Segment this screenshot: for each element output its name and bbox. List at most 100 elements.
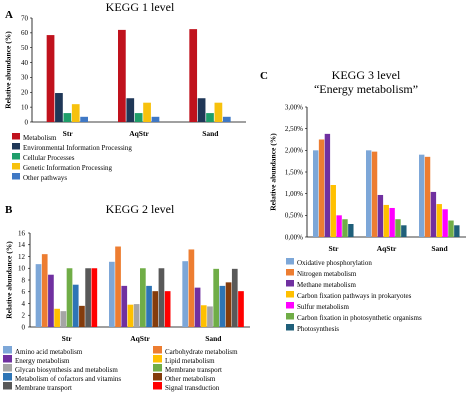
bar [54, 308, 60, 327]
y-tick-label: 0 [25, 118, 29, 126]
bar [336, 215, 342, 237]
bar [188, 249, 195, 327]
bar [366, 150, 372, 237]
y-tick-label: 6 [22, 288, 26, 296]
x-category-label: Str [329, 244, 340, 253]
bar [200, 305, 207, 327]
x-category-label: AqStr [129, 129, 149, 138]
y-tick-label: 10 [18, 265, 26, 273]
legend-swatch [286, 302, 294, 309]
bar [71, 104, 80, 122]
y-tick-label: 1,00% [285, 190, 303, 198]
y-tick-label: 12 [18, 253, 26, 261]
legend-label: Methane metabolism [297, 281, 356, 289]
bar [213, 268, 220, 327]
legend-swatch [153, 382, 162, 390]
bar [85, 268, 91, 327]
bar [207, 306, 213, 327]
bar [348, 224, 354, 237]
bar [60, 311, 67, 327]
bar [430, 191, 437, 237]
y-tick-label: 60 [21, 29, 29, 37]
legend-swatch [153, 373, 162, 381]
legend-label: Sulfur metabolism [297, 303, 349, 311]
legend-swatch [12, 153, 20, 160]
legend-label: Carbohydrate metabolism [165, 348, 238, 356]
bar [419, 154, 425, 237]
y-tick-label: 1,50% [285, 168, 303, 176]
bar [66, 268, 73, 327]
bar [330, 185, 336, 237]
legend-label: Signal transduction [165, 384, 220, 392]
x-category-label: AqStr [377, 244, 397, 253]
kegg-3-chart: KEGG 3 level“Energy metabolism” 0,00% 0,50… [269, 68, 466, 333]
x-category-label: Sand [205, 334, 222, 343]
bar [158, 268, 165, 327]
y-tick-label: 2,50% [285, 125, 303, 133]
legend-swatch [3, 346, 12, 354]
legend-swatch [3, 382, 12, 390]
bar [115, 246, 121, 327]
legend-label: Photosynthesis [297, 325, 339, 333]
bar [197, 98, 206, 122]
kegg-1-chart: KEGG 1 level 0 10 20 30 40 50 60 70 Relative abun… [4, 0, 246, 182]
bar [442, 209, 448, 237]
legend-label: Cellular Processes [23, 154, 75, 162]
x-category-label: AqStr [130, 334, 150, 343]
bar [424, 156, 431, 237]
legend-swatch [286, 258, 294, 265]
legend-swatch [286, 324, 294, 331]
bar [121, 285, 128, 328]
legend-label: Glycan biosynthesis and metabolism [15, 366, 118, 374]
y-tick-label: 40 [21, 59, 29, 67]
y-axis-label: Relative abundance (%) [5, 241, 14, 319]
legend-swatch [286, 291, 294, 298]
bar [91, 268, 98, 327]
y-tick-label: 0 [22, 323, 26, 331]
bar [63, 113, 72, 122]
bar [151, 116, 160, 122]
legend-label: Genetic Information Processing [23, 164, 113, 172]
bar [401, 225, 407, 237]
y-axis-label: Relative abundance (%) [269, 133, 278, 211]
bar [448, 220, 454, 237]
bar [454, 225, 460, 237]
bar [231, 268, 238, 327]
legend-swatch [12, 163, 20, 170]
legend-swatch [286, 280, 294, 287]
bar [436, 204, 442, 237]
bar [324, 133, 331, 237]
legend-swatch [3, 373, 12, 381]
y-tick-label: 16 [18, 229, 26, 237]
bar [219, 285, 226, 328]
bar [134, 113, 143, 122]
bar [164, 291, 171, 327]
legend-label: Other metabolism [165, 375, 216, 383]
bar [371, 151, 378, 237]
chart-title: KEGG 2 level [106, 202, 175, 216]
kegg-2-chart: KEGG 2 level 0 2 4 6 8 10 12 14 16 Relative abunda… [3, 202, 250, 392]
bar [238, 291, 244, 327]
bar [222, 116, 231, 122]
legend-label: Amino acid metabolism [15, 348, 83, 356]
bar [140, 268, 146, 327]
legend-label: Other pathways [23, 174, 67, 182]
panel-letter-a: A [5, 9, 13, 21]
legend-label: Nitrogen metabolism [297, 270, 357, 278]
bar [225, 282, 232, 327]
legend-swatch [3, 364, 12, 372]
bar [389, 207, 395, 237]
y-tick-label: 8 [22, 276, 26, 284]
bar [189, 29, 198, 122]
bar [194, 287, 201, 327]
bar [206, 113, 214, 122]
y-tick-label: 70 [21, 14, 29, 22]
y-tick-label: 0,50% [285, 212, 303, 220]
bar [313, 150, 319, 237]
y-tick-label: 0,00% [285, 233, 303, 241]
bar [55, 93, 63, 122]
legend-label: Carbon fixation pathways in prokaryotes [297, 292, 412, 300]
legend-swatch [153, 346, 162, 354]
y-tick-label: 2 [22, 312, 26, 320]
